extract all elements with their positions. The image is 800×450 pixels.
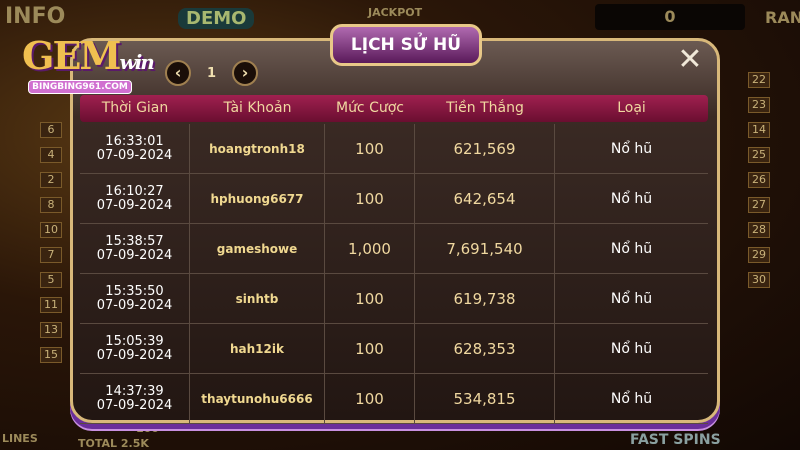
line-number: 2 [40, 172, 62, 188]
line-number: 15 [40, 347, 62, 363]
time-cell: 15:05:39 07-09-2024 [80, 324, 190, 373]
account: hoangtronh18 [190, 124, 325, 173]
gemwin-logo: GEMwin [22, 33, 155, 78]
bet: 100 [325, 374, 415, 423]
col-account: Tài Khoản [223, 100, 292, 116]
time-cell: 14:37:39 07-09-2024 [80, 374, 190, 423]
pagination: ‹ 1 › [165, 60, 259, 86]
line-number: 25 [748, 147, 770, 163]
table-header: Thời Gian Tài Khoản Mức Cược Tiền Thắng … [80, 95, 708, 122]
time-cell: 16:10:27 07-09-2024 [80, 174, 190, 223]
total-label: TOTAL 2.5K [78, 437, 149, 450]
rank-button[interactable]: RAN [765, 8, 800, 27]
demo-button[interactable]: DEMO [178, 8, 255, 29]
type: Nổ hũ [610, 140, 653, 157]
line-number: 7 [40, 247, 62, 263]
line-number: 4 [40, 147, 62, 163]
account: hah12ik [190, 324, 325, 373]
bet: 1,000 [325, 224, 415, 273]
type: Nổ hũ [610, 190, 653, 207]
line-number: 14 [748, 122, 770, 138]
col-type: Loại [617, 100, 646, 116]
fast-spins-button[interactable]: FAST SPINS [630, 432, 721, 448]
win-amount: 628,353 [415, 324, 555, 373]
time-cell: 15:35:50 07-09-2024 [80, 274, 190, 323]
next-page-button[interactable]: › [232, 60, 259, 86]
account: sinhtb [190, 274, 325, 323]
time: 14:37:39 [105, 383, 164, 399]
type: Nổ hũ [610, 240, 653, 257]
type: Nổ hũ [610, 290, 653, 307]
win-amount: 7,691,540 [415, 224, 555, 273]
prev-page-button[interactable]: ‹ [165, 60, 191, 86]
line-number: 29 [748, 247, 770, 263]
type: Nổ hũ [610, 340, 653, 357]
close-icon: ✕ [677, 42, 703, 77]
chevron-left-icon: ‹ [174, 63, 182, 82]
line-number: 27 [748, 197, 770, 213]
table-row: 16:33:01 07-09-2024 hoangtronh18 100 621,… [80, 124, 708, 174]
date: 07-09-2024 [96, 147, 173, 163]
line-number: 11 [40, 297, 62, 313]
bet: 100 [325, 174, 415, 223]
line-number: 13 [40, 322, 62, 338]
jackpot-label: JACKPOT [368, 6, 423, 19]
line-number: 5 [40, 272, 62, 288]
time: 16:33:01 [105, 133, 164, 149]
date: 07-09-2024 [96, 197, 173, 213]
col-win: Tiền Thắng [446, 100, 524, 116]
bet: 100 [325, 274, 415, 323]
account: gameshowe [190, 224, 325, 273]
line-number: 28 [748, 222, 770, 238]
time-cell: 16:33:01 07-09-2024 [80, 124, 190, 173]
jackpot-value: 0 [595, 4, 745, 30]
win-amount: 621,569 [415, 124, 555, 173]
line-number: 22 [748, 72, 770, 88]
close-button[interactable]: ✕ [672, 44, 708, 78]
win-amount: 534,815 [415, 374, 555, 423]
win-amount: 642,654 [415, 174, 555, 223]
type: Nổ hũ [610, 390, 653, 407]
history-table: 16:33:01 07-09-2024 hoangtronh18 100 621,… [80, 124, 708, 424]
table-row: 15:05:39 07-09-2024 hah12ik 100 628,353 N… [80, 324, 708, 374]
line-number: 10 [40, 222, 62, 238]
line-number: 30 [748, 272, 770, 288]
table-row: 15:38:57 07-09-2024 gameshowe 1,000 7,691… [80, 224, 708, 274]
time: 15:05:39 [105, 333, 164, 349]
bet: 100 [325, 324, 415, 373]
table-row: 16:10:27 07-09-2024 hphuong6677 100 642,6… [80, 174, 708, 224]
chevron-right-icon: › [241, 63, 249, 82]
time: 16:10:27 [105, 183, 164, 199]
account: thaytunohu6666 [190, 374, 325, 423]
lines-label: LINES [2, 432, 38, 445]
col-bet: Mức Cược [335, 100, 404, 116]
table-row: 14:37:39 07-09-2024 thaytunohu6666 100 53… [80, 374, 708, 424]
win-amount: 619,738 [415, 274, 555, 323]
time: 15:38:57 [105, 233, 164, 249]
account: hphuong6677 [190, 174, 325, 223]
bet-value: 100 [136, 422, 159, 435]
line-number: 8 [40, 197, 62, 213]
dialog-title: LỊCH SỬ HŨ [330, 24, 482, 66]
line-number: 26 [748, 172, 770, 188]
date: 07-09-2024 [96, 247, 173, 263]
info-label[interactable]: INFO [5, 4, 66, 29]
bet: 100 [325, 124, 415, 173]
date: 07-09-2024 [96, 347, 173, 363]
time-cell: 15:38:57 07-09-2024 [80, 224, 190, 273]
line-number: 6 [40, 122, 62, 138]
table-row: 15:35:50 07-09-2024 sinhtb 100 619,738 Nổ… [80, 274, 708, 324]
col-time: Thời Gian [101, 100, 169, 116]
line-number: 23 [748, 97, 770, 113]
date: 07-09-2024 [96, 297, 173, 313]
date: 07-09-2024 [96, 397, 173, 413]
page-number: 1 [207, 65, 217, 81]
site-url-banner: BINGBING961.COM [28, 80, 132, 94]
time: 15:35:50 [105, 283, 164, 299]
